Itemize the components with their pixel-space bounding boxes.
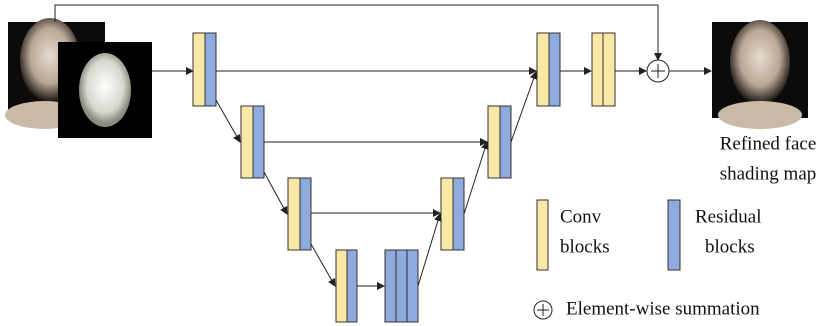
bottleneck (385, 250, 418, 322)
diagram: Refined face shading map Conv blocks Res… (0, 0, 828, 326)
encoder (193, 33, 357, 322)
legend-label: Conv (560, 206, 602, 227)
legend-label: blocks (560, 236, 610, 257)
input-shading (58, 42, 152, 138)
sum-node (647, 60, 669, 82)
legend-label: Element-wise summation (566, 298, 760, 319)
output-label: Refined face (720, 133, 817, 154)
output-label: shading map (720, 163, 817, 184)
legend: Conv blocks Residual blocks Element-wise… (534, 200, 762, 319)
legend-label: Residual (695, 206, 762, 227)
output-image (712, 20, 808, 129)
legend-label: blocks (705, 236, 755, 257)
